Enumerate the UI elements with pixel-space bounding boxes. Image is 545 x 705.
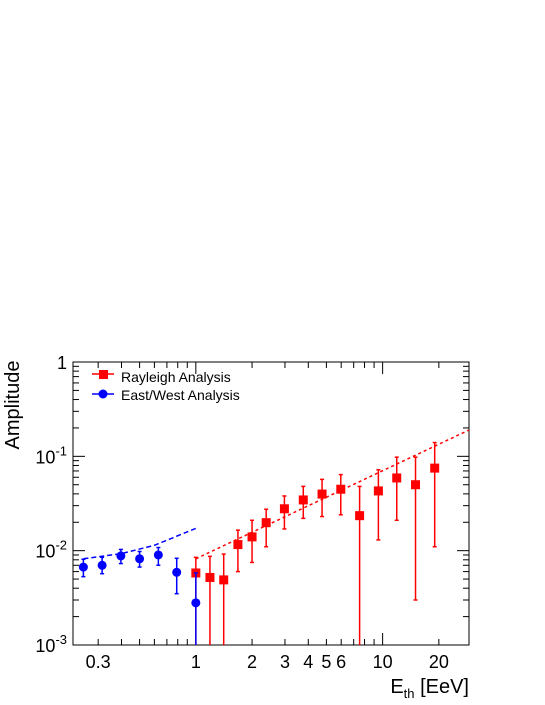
x-tick-label: 20	[429, 652, 449, 672]
x-tick-label: 5	[321, 652, 331, 672]
legend: Rayleigh Analysis East/West Analysis	[92, 369, 240, 403]
data-point	[233, 540, 243, 550]
plot-frame	[72, 361, 470, 646]
reference-curve	[195, 429, 470, 560]
data-point	[247, 532, 257, 542]
data-point	[392, 473, 402, 483]
data-point	[97, 560, 107, 570]
y-tick-label: 10-3	[35, 632, 67, 656]
data-point	[191, 598, 201, 608]
x-tick-label: 1	[191, 652, 201, 672]
data-marks	[78, 441, 440, 645]
data-point	[430, 463, 440, 473]
data-point	[261, 518, 271, 528]
data-point	[355, 511, 365, 521]
x-axis-title-main: E	[390, 676, 403, 698]
x-tick-label: 10	[373, 652, 393, 672]
legend-eastwest-marker	[98, 389, 108, 399]
tick-labels: 0.3 1 2 3 4 5 6 10 20 10-3 10-2 10-1 1	[35, 353, 448, 672]
data-point	[298, 495, 308, 505]
y-axis-title: Amplitude	[2, 361, 24, 450]
data-point	[219, 575, 229, 585]
x-axis-title-unit: [EeV]	[415, 676, 469, 698]
x-axis-title: Eth [EeV]	[390, 676, 469, 701]
y-tick-label: 10-2	[35, 538, 67, 562]
data-point	[336, 484, 346, 494]
legend-rayleigh-marker	[99, 370, 108, 379]
x-tick-label: 4	[303, 652, 313, 672]
reference-curves	[83, 429, 470, 560]
axis-ticks	[73, 362, 469, 646]
data-point	[279, 504, 289, 514]
y-tick-label: 10-1	[35, 443, 67, 467]
data-point	[78, 562, 88, 572]
x-tick-label: 6	[336, 652, 346, 672]
data-point	[411, 480, 421, 490]
x-tick-label: 0.3	[86, 652, 111, 672]
data-point	[373, 486, 383, 496]
data-point	[205, 572, 215, 582]
x-tick-label: 2	[247, 652, 257, 672]
data-point	[317, 489, 327, 499]
data-point	[116, 551, 126, 561]
data-point	[135, 554, 145, 564]
y-tick-label: 1	[57, 353, 67, 373]
data-point	[153, 550, 163, 560]
x-axis-title-sub: th	[404, 686, 415, 701]
reference-curve	[83, 527, 197, 560]
data-point	[172, 567, 182, 577]
legend-rayleigh-label: Rayleigh Analysis	[121, 369, 231, 385]
legend-eastwest-label: East/West Analysis	[121, 387, 240, 403]
x-tick-label: 3	[280, 652, 290, 672]
